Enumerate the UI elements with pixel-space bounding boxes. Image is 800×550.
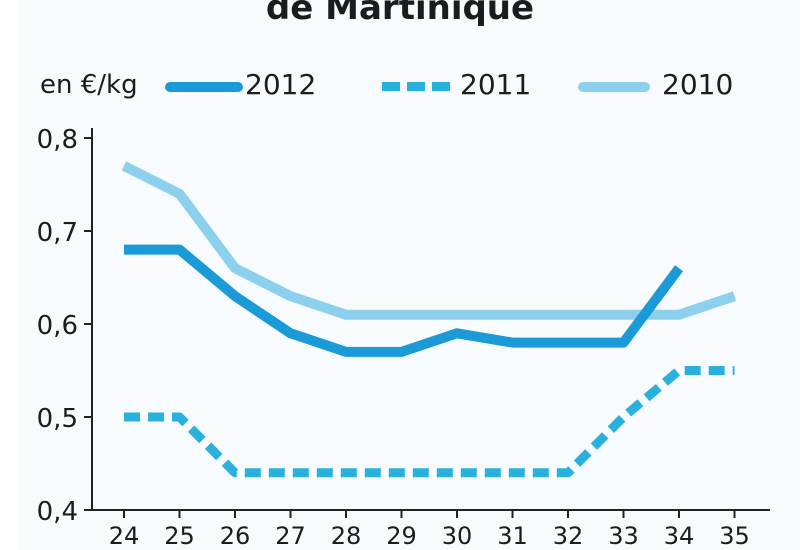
x-tick-label: 26 <box>220 522 251 550</box>
chart-title: de Martinique <box>265 0 535 28</box>
legend-item-2012: 2012 <box>165 64 325 104</box>
y-tick-label: 0,4 <box>37 497 78 527</box>
legend-swatch-2012 <box>165 82 243 92</box>
x-tick-label: 34 <box>664 522 695 550</box>
y-axis-unit-label: en €/kg <box>40 70 138 100</box>
y-tick-label: 0,7 <box>37 218 78 248</box>
y-tick-label: 0,6 <box>37 311 78 341</box>
x-tick-label: 27 <box>275 522 306 550</box>
x-tick-label: 25 <box>164 522 195 550</box>
legend-label-2012: 2012 <box>245 68 317 101</box>
x-tick-label: 32 <box>553 522 584 550</box>
x-tick-label: 29 <box>386 522 417 550</box>
x-tick-label: 35 <box>719 522 750 550</box>
series-line-2010 <box>121 161 737 320</box>
x-tick-label: 30 <box>442 522 473 550</box>
y-tick-label: 0,5 <box>37 404 78 434</box>
legend-label-2010: 2010 <box>662 68 734 101</box>
y-tick-label: 0,8 <box>37 125 78 155</box>
x-tick-label: 24 <box>109 522 140 550</box>
legend-item-2010: 2010 <box>578 64 738 104</box>
legend-item-2011: 2011 <box>382 64 542 104</box>
x-tick-label: 33 <box>608 522 639 550</box>
x-tick-label: 28 <box>331 522 362 550</box>
legend-swatch-2011 <box>382 82 450 91</box>
series-line-2011 <box>124 366 735 478</box>
x-tick-label: 31 <box>497 522 528 550</box>
legend-swatch-2010 <box>578 82 650 92</box>
legend-label-2011: 2011 <box>460 68 532 101</box>
series-line-2012 <box>124 244 684 357</box>
